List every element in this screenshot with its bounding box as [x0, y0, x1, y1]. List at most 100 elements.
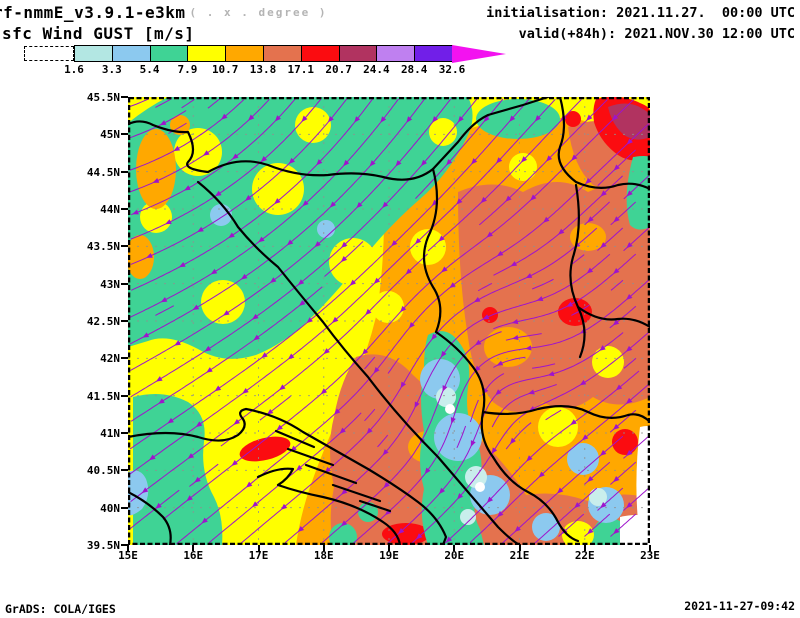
colorbar-tick-label: 13.8	[249, 63, 277, 76]
streamline-arrowhead	[301, 115, 308, 123]
fill-yellow-nw4	[201, 280, 245, 324]
colorbar-tick-label: 7.9	[177, 63, 198, 76]
lon-axis-tick	[518, 545, 521, 551]
lon-axis-tick	[127, 545, 129, 551]
streamline-arrowhead	[132, 209, 139, 215]
streamline-arrowhead	[525, 273, 533, 279]
streamline-arrowhead	[449, 282, 456, 289]
streamline-arrowhead	[456, 198, 463, 205]
streamline-arrowhead	[316, 159, 323, 166]
colorbar-tick-label: 28.4	[400, 63, 428, 76]
streamline-arrowhead	[587, 475, 594, 483]
colorbar-box	[376, 45, 416, 62]
lon-axis-label: 16E	[183, 549, 204, 562]
fill-blue-8	[532, 513, 560, 541]
streamline-arrowhead	[558, 228, 565, 235]
colorbar-box	[111, 45, 151, 62]
streamline-arrowhead	[400, 381, 406, 389]
colorbar-tick-label: 17.1	[287, 63, 315, 76]
lat-axis-label: 42N	[100, 352, 120, 366]
streamline	[623, 357, 637, 369]
fill-yellow-c3	[592, 346, 624, 378]
colorbar-tick-label: 24.4	[363, 63, 390, 76]
streamline-arrowhead	[332, 316, 339, 323]
streamline-arrowhead	[274, 115, 281, 122]
grads-credit: GrADS: COLA/IGES	[5, 602, 116, 616]
streamline-arrowhead	[362, 348, 369, 355]
coast-italy	[128, 407, 448, 545]
lat-axis-label: 42.5N	[86, 315, 120, 328]
streamline-arrowhead	[383, 481, 390, 489]
wind-gust-map	[128, 97, 650, 545]
streamline-arrowhead	[202, 150, 210, 156]
lat-axis-tick	[121, 170, 128, 173]
fill-white-secorner	[620, 515, 650, 545]
streamline-arrowhead	[626, 242, 633, 249]
streamline-arrowhead	[302, 200, 309, 207]
streamline-arrowhead	[395, 160, 402, 167]
model-title-text: rf-nmmE_v3.9.1-e3km	[0, 3, 186, 22]
streamline-arrowhead	[260, 156, 268, 163]
colorbar-tick-label: 32.6	[438, 63, 466, 76]
streamline	[129, 98, 556, 475]
streamline-arrowhead	[457, 115, 464, 123]
lat-axis-tick	[121, 96, 128, 98]
streamline-arrowhead	[221, 113, 228, 120]
streamline-arrowhead	[365, 308, 372, 316]
streamline-arrowhead	[269, 277, 277, 284]
streamline-arrowhead	[600, 502, 607, 509]
streamline-arrowhead	[625, 397, 633, 404]
colorbar-overflow-arrow	[452, 44, 506, 63]
streamline-arrowhead	[480, 196, 487, 204]
streamline-arrowhead	[296, 464, 303, 471]
streamline-arrowhead	[173, 145, 181, 152]
streamline-arrowhead	[526, 455, 533, 462]
coast-dalmatia	[196, 180, 522, 545]
streamline-arrowhead	[416, 533, 423, 540]
streamline-arrowhead	[611, 114, 619, 121]
lon-axis-tick	[322, 545, 325, 551]
lon-axis-label: 18E	[313, 549, 334, 562]
streamline-arrowhead	[626, 190, 633, 197]
streamline-arrowhead	[471, 158, 478, 165]
streamline-arrowhead	[612, 423, 620, 430]
streamline-arrowhead	[233, 418, 241, 425]
map-panel	[128, 97, 650, 545]
lat-axis-tick	[121, 245, 128, 248]
fill-yellow-c1	[410, 229, 446, 265]
streamline	[444, 370, 640, 544]
streamline-arrowhead	[141, 487, 149, 494]
lon-axis-tick	[192, 545, 195, 551]
streamline-arrowhead	[261, 352, 268, 359]
streamline-arrowhead	[341, 488, 348, 495]
streamline-arrowhead	[155, 376, 163, 382]
streamline	[477, 282, 493, 292]
streamline-arrowhead	[146, 252, 153, 258]
lat-axis-label: 41.5N	[86, 389, 120, 403]
streamline-arrowhead	[334, 408, 341, 415]
lon-axis-label: 23E	[640, 549, 660, 562]
map-frame	[128, 97, 650, 545]
fill-white-1	[445, 404, 455, 414]
streamline-arrowhead	[206, 367, 213, 373]
streamline-arrowhead	[599, 345, 606, 351]
streamline-arrowhead	[511, 334, 519, 341]
streamline	[610, 279, 624, 291]
initialisation-time: initialisation: 2021.11.27. 00:00 UTC	[486, 5, 795, 21]
lat-axis-tick	[121, 357, 128, 360]
streamline-arrowhead	[612, 319, 620, 326]
streamline-arrowhead	[626, 138, 633, 145]
streamline-arrowhead	[258, 236, 265, 243]
streamline-arrowhead	[373, 277, 381, 284]
streamline-arrowhead	[408, 321, 415, 329]
fill-red-gargano	[239, 436, 291, 462]
colorbar-box	[338, 45, 378, 62]
fill-red-east2	[612, 429, 638, 455]
streamline-arrowhead	[341, 241, 348, 248]
fill-salmon-east	[458, 182, 650, 412]
streamline-arrowhead	[186, 495, 193, 502]
streamline-arrowhead	[323, 348, 330, 355]
streamline-arrowhead	[474, 339, 482, 346]
streamline	[571, 254, 585, 265]
lon-axis-tick	[257, 545, 260, 551]
